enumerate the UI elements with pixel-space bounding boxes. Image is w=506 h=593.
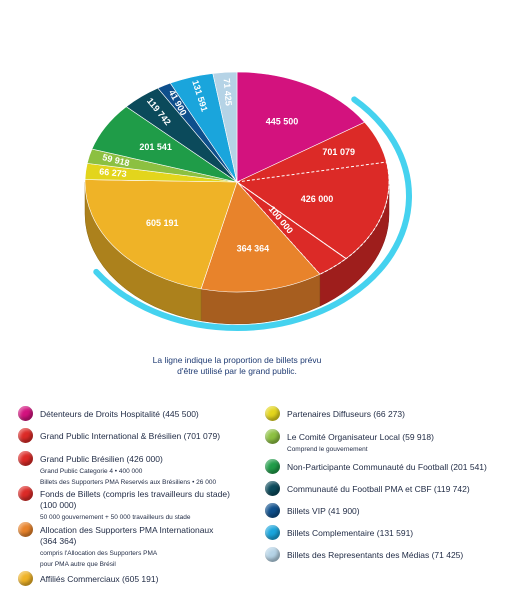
legend-item: Affiliés Commerciaux (605 191) [18, 571, 230, 586]
legend-label: Affiliés Commerciaux (605 191) [40, 574, 159, 584]
legend-detail: Grand Public Categorie 4 • 400 000 [40, 468, 143, 475]
slice-label: 201 541 [139, 142, 172, 152]
legend-label: Grand Public International & Brésilien (… [40, 431, 221, 441]
legend-label: Billets VIP (41 900) [287, 506, 360, 516]
note-line: La ligne indique la proportion de billet… [152, 355, 322, 365]
legend-label: Billets des Representants des Médias (71… [287, 550, 464, 560]
slice-label: 66 273 [99, 166, 127, 179]
legend-marker [265, 459, 280, 474]
legend-label: Détenteurs de Droits Hospitalité (445 50… [40, 409, 199, 419]
legend-item: Le Comité Organisateur Local (59 918) Com… [265, 429, 497, 454]
legend-detail: Billets des Supporters PMA Reservés aux … [40, 479, 217, 486]
note: La ligne indique la proportion de billet… [90, 355, 384, 377]
legend-item: Billets des Representants des Médias (71… [265, 547, 497, 562]
legend-item: Billets Complementaire (131 591) [265, 525, 497, 540]
legend-marker [265, 503, 280, 518]
slice [200, 181, 321, 293]
legend-item: Billets VIP (41 900) [265, 503, 497, 518]
legend-label: Fonds de Billets (compris les travailleu… [40, 489, 230, 510]
legend-item: Allocation des Supporters PMA Internatio… [18, 522, 230, 569]
slice [84, 179, 238, 290]
slice-label: 701 079 [322, 147, 355, 157]
sub-slice [235, 161, 390, 260]
legend-marker [265, 429, 280, 444]
slice-label: 445 500 [266, 116, 299, 126]
slice [212, 71, 238, 183]
legend-item: Communauté du Football PMA et CBF (119 7… [265, 481, 497, 496]
legend-item: Non-Participante Communauté du Football … [265, 459, 497, 474]
slice [236, 71, 366, 183]
legend-marker [265, 525, 280, 540]
legend-label: Le Comité Organisateur Local (59 918) [287, 432, 434, 442]
legend-label: Billets Complementaire (131 591) [287, 528, 414, 538]
legend-label: Communauté du Football PMA et CBF (119 7… [287, 484, 470, 494]
legend-label: Non-Participante Communauté du Football … [287, 462, 487, 472]
legend-detail: compris l'Allocation des Supporters PMA [40, 550, 158, 557]
slice-label: 426 000 [301, 194, 334, 204]
slice [236, 121, 390, 275]
legend-marker [18, 486, 33, 501]
legend-marker [265, 547, 280, 562]
legend-marker [18, 522, 33, 537]
legend-item: Partenaires Diffuseurs (66 273) [265, 406, 497, 421]
legend-detail: pour PMA autre que Brésil [40, 561, 116, 568]
legend-marker [265, 481, 280, 496]
legend-marker [265, 406, 280, 421]
slice-label: 71 425 [222, 78, 234, 106]
legend-marker [18, 406, 33, 421]
legend-label: Allocation des Supporters PMA Internatio… [40, 525, 214, 546]
legend-marker [18, 571, 33, 586]
legend-marker [18, 451, 33, 466]
legend-label: Grand Public Brésilien (426 000) [40, 454, 163, 464]
slice-label: 605 191 [146, 218, 179, 228]
legend-detail: 50 000 gouvernement + 50 000 travailleur… [40, 514, 191, 521]
note-line: d'être utilisé par le grand public. [177, 366, 297, 376]
legend-item: Grand Public International & Brésilien (… [18, 428, 230, 443]
guide-arc [93, 96, 412, 331]
legend-item: Fonds de Billets (compris les travailleu… [18, 486, 230, 522]
legend-detail: Comprend le gouvernement [287, 446, 368, 453]
legend-label: Partenaires Diffuseurs (66 273) [287, 409, 405, 419]
legend-marker [18, 428, 33, 443]
legend-item: Détenteurs de Droits Hospitalité (445 50… [18, 406, 230, 421]
slice-label: 364 364 [237, 244, 270, 254]
legend-item: Grand Public Brésilien (426 000) Grand Pu… [18, 451, 230, 487]
